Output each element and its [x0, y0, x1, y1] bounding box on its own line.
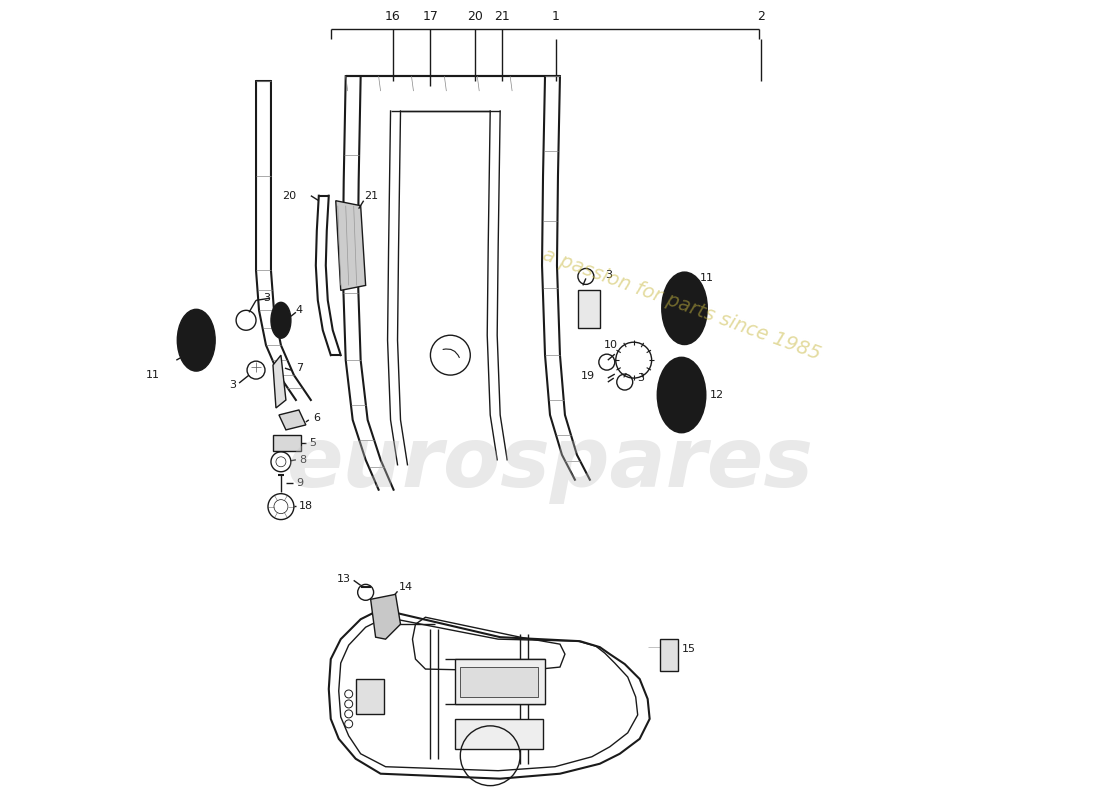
Text: 16: 16 [385, 10, 400, 23]
Text: 3: 3 [263, 294, 270, 303]
Text: 1: 1 [552, 10, 560, 23]
Text: 2: 2 [757, 10, 766, 23]
Bar [578, 290, 600, 328]
Text: 11: 11 [145, 370, 160, 380]
Text: 9: 9 [296, 478, 303, 488]
Ellipse shape [662, 273, 707, 344]
Text: 8: 8 [299, 454, 306, 465]
Bar [660, 639, 678, 671]
Text: 20: 20 [282, 190, 296, 201]
Text: 15: 15 [682, 644, 695, 654]
Text: 19: 19 [581, 371, 595, 381]
Text: 21: 21 [494, 10, 510, 23]
Bar [455, 719, 543, 749]
Bar [455, 659, 544, 704]
Text: 12: 12 [710, 390, 724, 400]
Text: 14: 14 [398, 582, 412, 592]
Text: 17: 17 [422, 10, 439, 23]
Text: 13: 13 [337, 574, 351, 584]
Text: 3: 3 [229, 380, 236, 390]
Text: 10: 10 [604, 340, 618, 350]
Bar [460, 667, 538, 697]
Text: 3: 3 [605, 270, 612, 281]
Text: 18: 18 [299, 501, 314, 510]
Ellipse shape [177, 310, 216, 371]
Text: 20: 20 [468, 10, 483, 23]
Polygon shape [371, 594, 400, 639]
Text: 7: 7 [296, 363, 303, 373]
Ellipse shape [271, 302, 290, 338]
Polygon shape [279, 410, 306, 430]
Text: 3: 3 [637, 373, 644, 383]
Text: 6: 6 [312, 413, 320, 423]
Polygon shape [336, 201, 365, 290]
Ellipse shape [658, 358, 705, 432]
Text: 21: 21 [364, 190, 377, 201]
Text: eurospares: eurospares [286, 423, 814, 504]
Text: 5: 5 [309, 438, 316, 448]
Text: 4: 4 [296, 306, 303, 315]
Bar [355, 679, 384, 714]
Text: a passion for parts since 1985: a passion for parts since 1985 [540, 245, 823, 364]
Text: 11: 11 [700, 274, 714, 283]
Bar [273, 435, 301, 451]
Polygon shape [273, 355, 286, 408]
